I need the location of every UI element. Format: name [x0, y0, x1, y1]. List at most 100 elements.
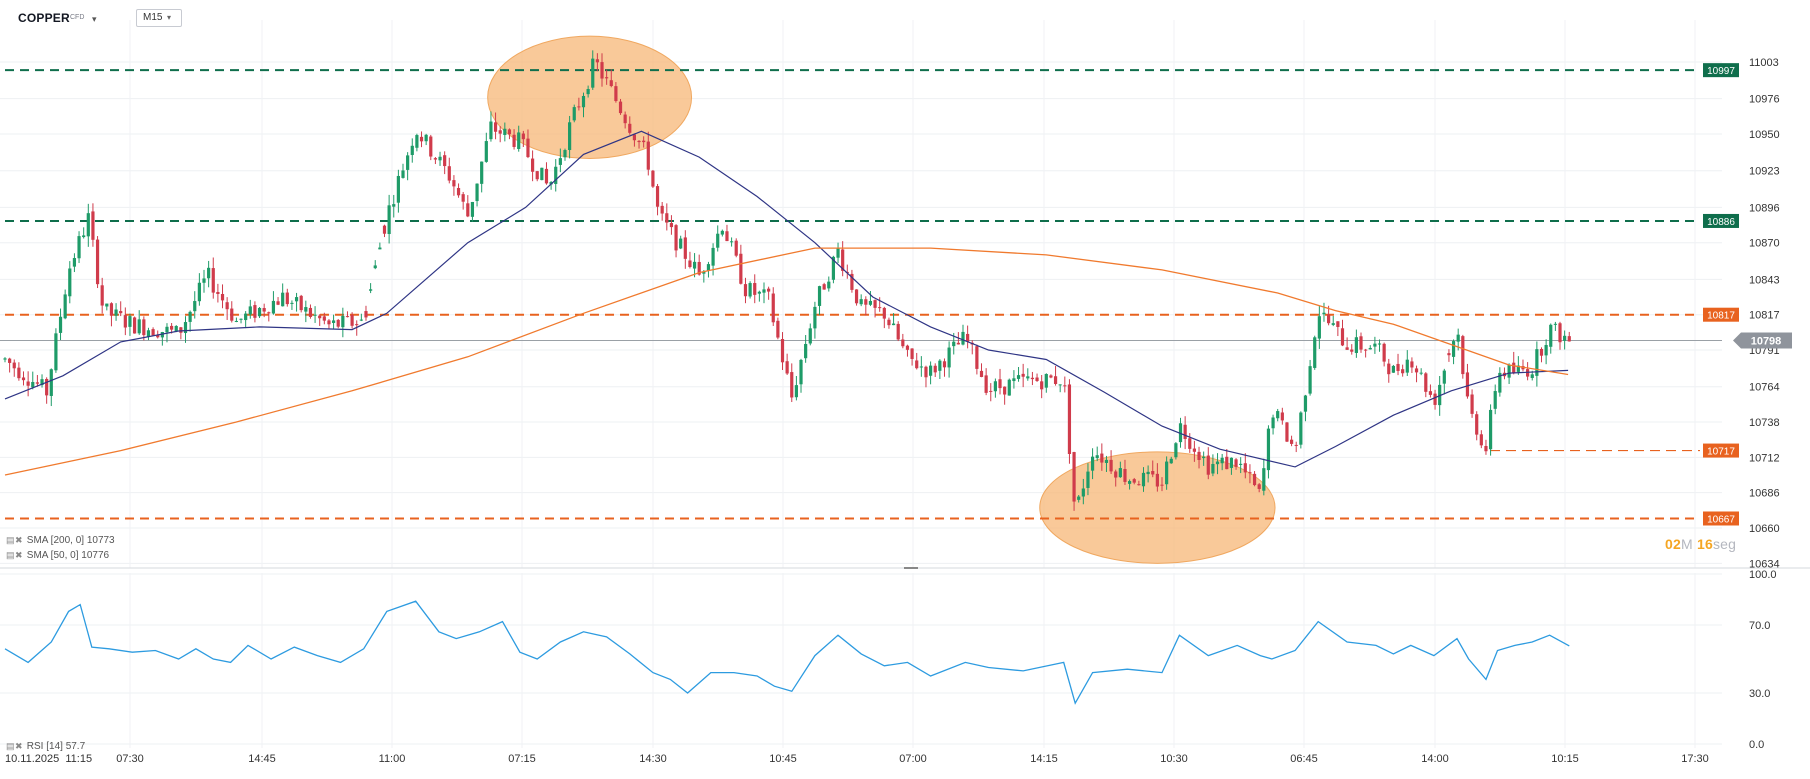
candle-body	[1095, 455, 1099, 459]
chart-header: COPPER CFD ▾ M15 ▾	[0, 0, 1810, 36]
candle-body	[318, 315, 322, 319]
indicator-settings-icon[interactable]: ▤	[6, 550, 15, 560]
candle-body	[1544, 344, 1548, 356]
candle-body	[1327, 314, 1331, 324]
candle-body	[975, 346, 979, 369]
candle-body	[415, 135, 419, 148]
sma200-line	[4, 247, 1569, 476]
candle-body	[1012, 378, 1016, 382]
sma200-legend-label: SMA [200, 0] 10773	[26, 535, 115, 546]
candle-body	[123, 315, 127, 328]
candle-body	[387, 205, 391, 235]
candle-body	[1498, 372, 1502, 393]
level-price-tag[interactable]	[1703, 511, 1739, 526]
candle-body	[507, 129, 512, 135]
candle-body	[568, 122, 572, 151]
candle-body	[521, 133, 525, 140]
candle-body	[688, 260, 692, 268]
candle-body	[646, 141, 650, 170]
candle-body	[1100, 453, 1104, 463]
candle-body	[854, 289, 859, 304]
candle-body	[1336, 321, 1340, 327]
candle-body	[1146, 471, 1150, 475]
candle-body	[244, 313, 248, 321]
rsi-axis-tick-label: 70.0	[1749, 620, 1770, 632]
time-axis-tick-label: 10:45	[769, 753, 797, 765]
symbol-dropdown-icon[interactable]: ▾	[92, 14, 97, 24]
indicator-settings-icon[interactable]: ▤	[6, 741, 15, 751]
candle-body	[137, 319, 141, 334]
candle-body	[1563, 335, 1567, 341]
candle-body	[197, 282, 201, 302]
candle-body	[248, 306, 252, 315]
candle-body	[540, 167, 544, 181]
candle-body	[359, 319, 363, 321]
candle-body	[702, 271, 706, 274]
candle-body	[1294, 444, 1298, 446]
candle-body	[581, 95, 586, 108]
level-price-tag[interactable]	[1703, 213, 1739, 228]
candle-body	[1248, 472, 1252, 474]
candle-body	[452, 180, 456, 187]
candle-body	[1211, 463, 1215, 474]
candle-body	[1243, 463, 1247, 473]
candle-body	[1350, 349, 1354, 352]
candle-body	[174, 325, 178, 332]
candle-body	[669, 223, 674, 228]
time-axis-tick-label: 10:15	[1551, 753, 1579, 765]
candle-body	[132, 317, 137, 334]
level-price-tag[interactable]	[1703, 307, 1739, 322]
indicator-remove-icon[interactable]: ✖	[15, 535, 23, 545]
level-price-tag[interactable]	[1703, 443, 1739, 458]
candle-body	[160, 332, 164, 338]
candle-body	[905, 345, 910, 350]
current-price-label: 10798	[1751, 336, 1782, 348]
candle-body	[1229, 457, 1234, 468]
candle-body	[493, 122, 498, 132]
candle-body	[1118, 468, 1122, 478]
candle-body	[498, 130, 502, 134]
candle-body	[484, 141, 488, 162]
price-axis-tick-label: 10843	[1749, 274, 1780, 286]
candle-body	[193, 301, 197, 312]
symbol-name[interactable]: COPPER	[18, 11, 70, 25]
candle-body	[1299, 412, 1303, 445]
candle-body	[1104, 459, 1109, 463]
candle-body	[526, 138, 530, 158]
level-price-tag[interactable]	[1703, 63, 1739, 78]
candle-body	[1160, 484, 1164, 486]
candle-body	[1165, 461, 1169, 485]
candle-body	[1438, 384, 1442, 406]
candle-body	[711, 247, 715, 266]
candle-body	[1424, 373, 1428, 392]
candle-body	[216, 291, 220, 294]
indicator-remove-icon[interactable]: ✖	[15, 741, 23, 751]
candle-body	[794, 385, 798, 398]
candle-body	[660, 205, 664, 214]
candle-body	[993, 381, 997, 392]
candle-body	[336, 319, 340, 327]
candle-body	[530, 158, 535, 172]
candle-body	[651, 170, 655, 187]
price-axis-tick-label: 10712	[1749, 452, 1780, 464]
time-axis-tick-label: 11:00	[379, 753, 406, 765]
candle-body	[952, 341, 956, 347]
candle-body	[285, 292, 289, 305]
candle-body	[225, 302, 229, 310]
candle-body	[979, 370, 984, 377]
timeframe-selector[interactable]: M15 ▾	[136, 9, 182, 27]
indicator-settings-icon[interactable]: ▤	[6, 535, 15, 545]
candle-body	[396, 175, 400, 203]
candle-body	[924, 366, 928, 378]
candle-body	[1044, 373, 1048, 388]
candle-body	[813, 306, 817, 329]
candle-body	[767, 288, 771, 292]
candle-body	[1266, 428, 1271, 471]
candle-body	[211, 268, 215, 293]
indicator-remove-icon[interactable]: ✖	[15, 550, 23, 560]
candle-body	[729, 241, 734, 243]
candle-body	[1197, 451, 1201, 460]
candle-body	[836, 248, 840, 258]
candle-body	[614, 86, 618, 102]
